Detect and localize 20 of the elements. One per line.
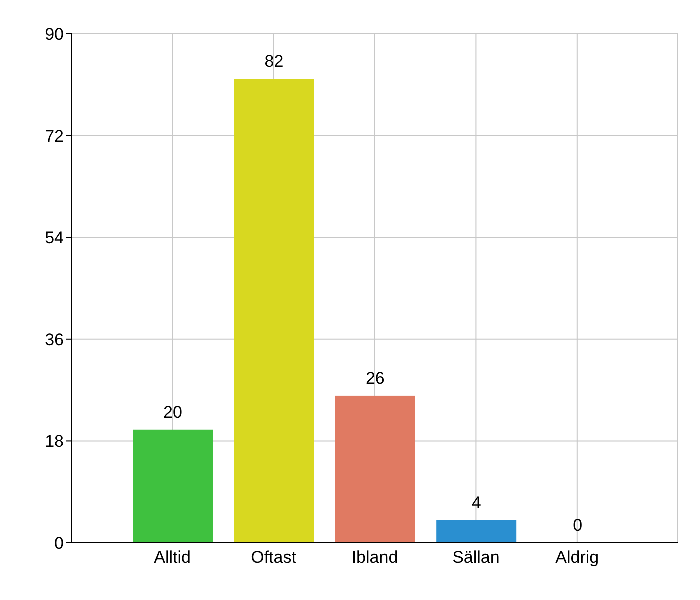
y-tick-label: 0 <box>54 534 64 554</box>
bar <box>133 430 213 543</box>
y-tick-label: 72 <box>45 126 64 146</box>
data-label: 20 <box>164 402 182 422</box>
x-tick-label: Ibland <box>352 548 398 568</box>
y-tick-label: 36 <box>45 330 64 350</box>
y-tick-label: 54 <box>45 228 64 248</box>
data-label: 4 <box>472 493 482 512</box>
bar <box>335 396 416 543</box>
y-tick-label: 18 <box>45 432 64 452</box>
data-label: 82 <box>264 52 284 72</box>
x-tick-label: Oftast <box>251 548 297 568</box>
data-label: 26 <box>366 368 385 388</box>
y-tick-label: 90 <box>45 25 64 44</box>
x-tick-label: Sällan <box>452 548 500 568</box>
data-label: 0 <box>573 516 583 535</box>
bar <box>436 520 517 543</box>
x-tick-label: Aldrig <box>556 548 600 568</box>
bar <box>234 79 314 543</box>
x-tick-label: Alltid <box>154 548 192 568</box>
